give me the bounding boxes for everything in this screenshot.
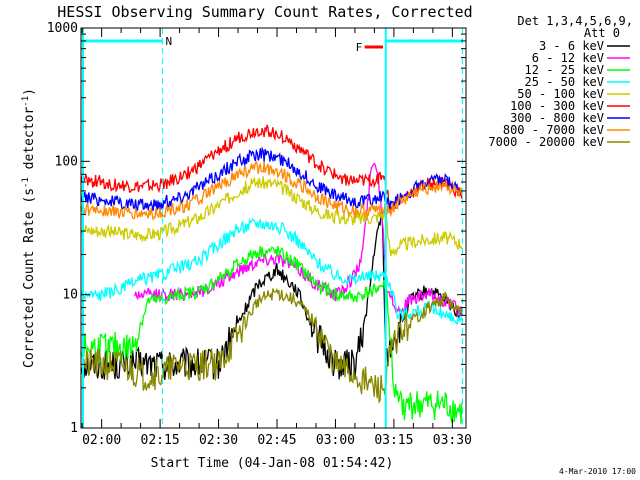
night-label: N bbox=[165, 35, 172, 48]
legend-entry-label: 6 - 12 keV bbox=[532, 51, 604, 65]
legend-title: Det 1,3,4,5,6,9, bbox=[517, 14, 633, 28]
y-axis-label-part1: Corrected Count Rate (s bbox=[22, 188, 37, 368]
axis-ticks: 1 10 100 1000 02:00 02:15 02:30 02:45 03:00 03:15… bbox=[47, 21, 472, 448]
legend-entry-label: 100 - 300 keV bbox=[510, 99, 604, 113]
footer-date: 4-Mar-2010 17:00 bbox=[559, 467, 636, 476]
legend-entry-label: 50 - 100 keV bbox=[517, 87, 604, 101]
legend-subtitle: Att 0 bbox=[584, 26, 620, 40]
y-tick-label: 100 bbox=[55, 154, 78, 169]
y-tick-label: 1 bbox=[70, 421, 78, 436]
series-line-3 bbox=[81, 217, 463, 326]
x-tick-label: 03:30 bbox=[433, 433, 472, 448]
flare-label: F bbox=[356, 41, 363, 54]
x-tick-label: 03:00 bbox=[316, 433, 355, 448]
x-tick-label: 02:30 bbox=[199, 433, 238, 448]
y-tick-label: 1000 bbox=[47, 21, 78, 36]
series-line-7 bbox=[81, 160, 463, 222]
x-tick-label: 02:15 bbox=[141, 433, 180, 448]
chart-title: HESSI Observing Summary Count Rates, Cor… bbox=[57, 3, 472, 21]
legend-entry-label: 7000 - 20000 keV bbox=[488, 135, 604, 149]
legend-entry-label: 12 - 25 keV bbox=[525, 63, 604, 77]
series-line-8 bbox=[81, 287, 463, 405]
x-tick-label: 03:15 bbox=[374, 433, 413, 448]
plot-frame bbox=[80, 27, 467, 429]
y-axis-label-sup2: -1 bbox=[21, 96, 31, 107]
y-axis-label: Corrected Count Rate (s-1 detector-1) bbox=[21, 88, 37, 368]
x-tick-label: 02:45 bbox=[257, 433, 296, 448]
x-tick-label: 02:00 bbox=[82, 433, 121, 448]
y-axis-label-sup1: -1 bbox=[21, 177, 31, 188]
legend-entry-label: 3 - 6 keV bbox=[539, 39, 604, 53]
y-tick-label: 10 bbox=[62, 288, 78, 303]
y-axis-label-part2: detector bbox=[22, 107, 37, 178]
x-axis-label: Start Time (04-Jan-08 01:54:42) bbox=[151, 456, 394, 471]
legend-entry-label: 25 - 50 keV bbox=[525, 75, 604, 89]
y-axis-label-part3: ) bbox=[22, 88, 37, 96]
series-layer bbox=[81, 124, 463, 424]
legend-entry-label: 800 - 7000 keV bbox=[503, 123, 604, 137]
series-line-4 bbox=[81, 176, 463, 257]
series-line-2 bbox=[81, 245, 463, 424]
legend-entry-label: 300 - 800 keV bbox=[510, 111, 604, 125]
